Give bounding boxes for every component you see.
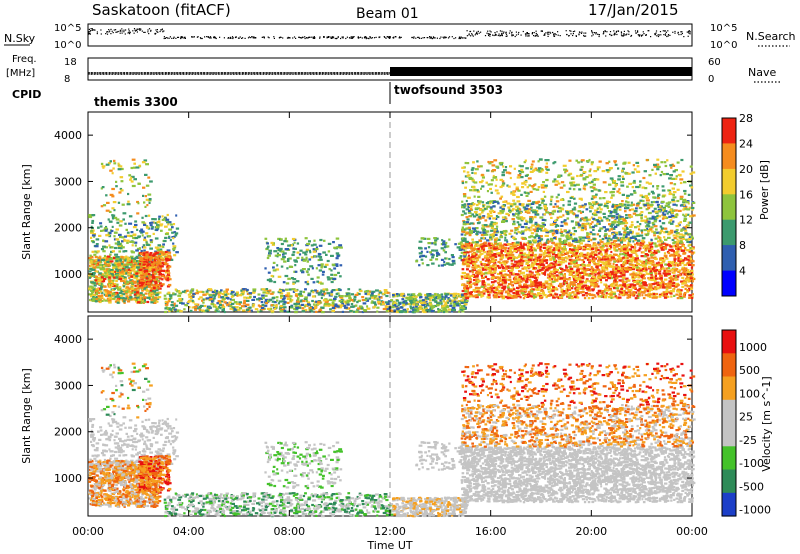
y-tick-label: 4000 [54,333,82,346]
velocity-colorbar-tick: 1000 [739,341,767,354]
noise-left-tick-top: 10^5 [54,23,81,34]
velocity-colorbar-label: Velocity [m s^-1] [760,376,773,471]
noise-right-label: N.Search [746,30,796,43]
power-colorbar-tick: 24 [739,137,753,150]
velocity-colorbar-swatch [722,330,736,354]
x-tick-label: 12:00 [374,525,406,538]
velocity-colorbar-swatch [722,399,736,424]
freq-label-1: Freq. [12,54,37,65]
power-colorbar-label: Power [dB] [758,160,771,220]
power-colorbar-swatch [722,118,736,144]
velocity-colorbar-tick: 25 [739,411,753,424]
power-scatter [88,158,696,314]
y-tick-label: 3000 [54,175,82,188]
y-tick-label: 4000 [54,129,82,142]
velocity-colorbar-swatch [722,446,736,471]
y-tick-label: 3000 [54,379,82,392]
power-ylabel: Slant Range [km] [20,164,33,260]
x-tick-label: 08:00 [273,525,305,538]
noise-left-tick-bottom: 10^0 [54,40,81,51]
cpid-segment-2: twofsound 3503 [394,83,503,97]
power-colorbar-tick: 8 [739,239,746,252]
freq-tick-top: 18 [64,57,77,68]
power-colorbar-tick: 28 [739,112,753,125]
velocity-colorbar-tick: 500 [739,364,760,377]
nave-tick-bottom: 0 [708,74,714,85]
velocity-y-ticks: 1000 2000 3000 4000 [54,333,692,485]
nave-tick-top: 60 [708,57,721,68]
velocity-colorbar-swatch [722,353,736,378]
noise-right-tick-bottom: 10^0 [710,40,737,51]
power-colorbar-tick: 4 [739,265,746,278]
y-tick-label: 2000 [54,426,82,439]
x-tick-label: 00:00 [72,525,104,538]
x-tick-label: 04:00 [173,525,205,538]
velocity-colorbar-swatch [722,492,736,517]
power-colorbar-tick: 20 [739,163,753,176]
freq-label-2: [MHz] [6,68,35,79]
cpid-segment-1: themis 3300 [94,95,178,109]
date-title: 17/Jan/2015 [588,1,679,19]
y-tick-label: 1000 [54,472,82,485]
velocity-colorbar-tick: 100 [739,387,760,400]
velocity-colorbar-tick: -25 [739,434,757,447]
nave-ticks-left [88,72,390,75]
velocity-colorbar-swatch [722,469,736,494]
power-colorbar-swatch [722,270,736,297]
velocity-colorbar-tick: -1000 [739,504,771,517]
velocity-scatter [88,362,696,518]
power-colorbar-swatch [722,219,736,246]
noise-right-tick-top: 10^5 [710,23,737,34]
power-colorbar-tick: 16 [739,188,753,201]
time-axis-label: Time UT [366,539,412,552]
velocity-colorbar-swatch [722,376,736,401]
power-colorbar-swatch [722,143,736,170]
power-colorbar-swatch [722,245,736,271]
noise-trace [88,28,691,40]
nave-label: Nave [748,66,776,79]
velocity-colorbar-swatch [722,423,736,447]
nave-trace [390,67,692,76]
time-axis: 00:00 04:00 08:00 12:00 16:00 20:00 00:00 [72,112,708,538]
y-tick-label: 2000 [54,222,82,235]
power-colorbar: 4 8 12 16 20 24 28 [721,112,753,297]
power-y-ticks: 1000 2000 3000 4000 [54,129,692,281]
velocity-colorbar-tick: -100 [739,457,764,470]
x-tick-label: 16:00 [475,525,507,538]
velocity-colorbar-tick: -500 [739,480,764,493]
x-tick-label: 00:00 [676,525,708,538]
power-colorbar-tick: 12 [739,214,753,227]
station-title: Saskatoon (fitACF) [92,1,231,19]
power-colorbar-swatch [722,168,736,195]
freq-tick-bottom: 8 [64,74,70,85]
beam-title: Beam 01 [356,6,419,22]
velocity-colorbar: 1000 500 100 25 -25 -100 -500 -1000 [721,329,771,517]
velocity-ylabel: Slant Range [km] [20,368,33,464]
power-colorbar-swatch [722,194,736,221]
x-tick-label: 20:00 [575,525,607,538]
cpid-label: CPID [12,88,41,101]
y-tick-label: 1000 [54,268,82,281]
noise-left-label: N.Sky [4,32,36,45]
noise-panel-frame [87,23,693,47]
